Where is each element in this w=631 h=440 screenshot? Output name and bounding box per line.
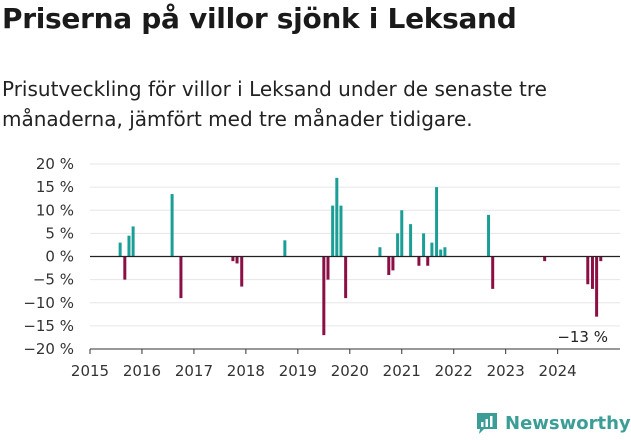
bar [443,247,447,257]
bar [439,249,443,257]
bar [322,256,326,336]
bar [331,205,335,257]
newsworthy-logo[interactable]: Newsworthy [475,406,631,440]
bar-series [118,177,603,336]
bar [378,247,382,257]
x-tick-label: 2020 [331,362,369,380]
bar [599,256,603,262]
y-tick-label: −20 % [23,340,74,358]
bar [487,214,491,257]
bar [422,233,426,257]
bar [435,187,439,257]
x-tick-label: 2019 [279,362,317,380]
bar [235,256,239,264]
chart-title: Priserna på villor sjönk i Leksand [2,2,517,35]
y-axis: −20 % −15 % −10 % −5 % 0 % 5 % 10 % 15 % 20 % [23,155,74,358]
x-tick-label: 2016 [123,362,161,380]
bar [118,242,122,257]
chart-logo-icon [477,413,497,434]
bar [430,242,434,257]
y-tick-label: −15 % [23,317,74,335]
x-tick-label: 2015 [71,362,109,380]
bar [123,256,127,280]
y-tick-label: −10 % [23,294,74,312]
y-tick-label: 10 % [36,201,74,219]
y-tick-label: 0 % [45,248,74,266]
bar [179,256,183,299]
bar [339,205,343,257]
bar [595,256,599,317]
x-tick-label: 2023 [487,362,525,380]
bar [491,256,495,289]
x-axis: 2015 2016 2017 2018 2019 2020 2021 2022 2023 2024 [71,255,620,380]
bar [391,256,395,271]
bar [283,240,287,257]
bar [590,256,594,289]
bar [231,256,235,262]
bar [240,256,244,287]
y-tick-label: 20 % [36,155,74,173]
brand-name: Newsworthy [505,412,631,434]
bar [335,177,339,257]
chart-subtitle: Prisutveckling för villor i Leksand unde… [2,77,547,131]
x-tick-label: 2017 [175,362,213,380]
bar [543,256,547,262]
bar-chart: −20 % −15 % −10 % −5 % 0 % 5 % 10 % 15 % 20 % 20… [23,155,620,380]
x-tick-label: 2022 [435,362,473,380]
bar [409,224,413,257]
bar [131,226,135,257]
latest-value-label: −13 % [557,328,608,346]
bar [387,256,391,275]
bar [426,256,430,266]
bar [586,256,590,285]
bar [326,256,330,280]
bar [127,235,131,257]
y-tick-label: 15 % [36,178,74,196]
x-tick-label: 2018 [227,362,265,380]
bar [344,256,348,299]
bar [170,194,174,257]
y-tick-label: 5 % [45,224,74,242]
y-tick-label: −5 % [33,271,74,289]
bar [417,256,421,266]
x-tick-label: 2024 [539,362,577,380]
bar [396,233,400,257]
x-tick-label: 2021 [383,362,421,380]
bar [400,210,404,257]
